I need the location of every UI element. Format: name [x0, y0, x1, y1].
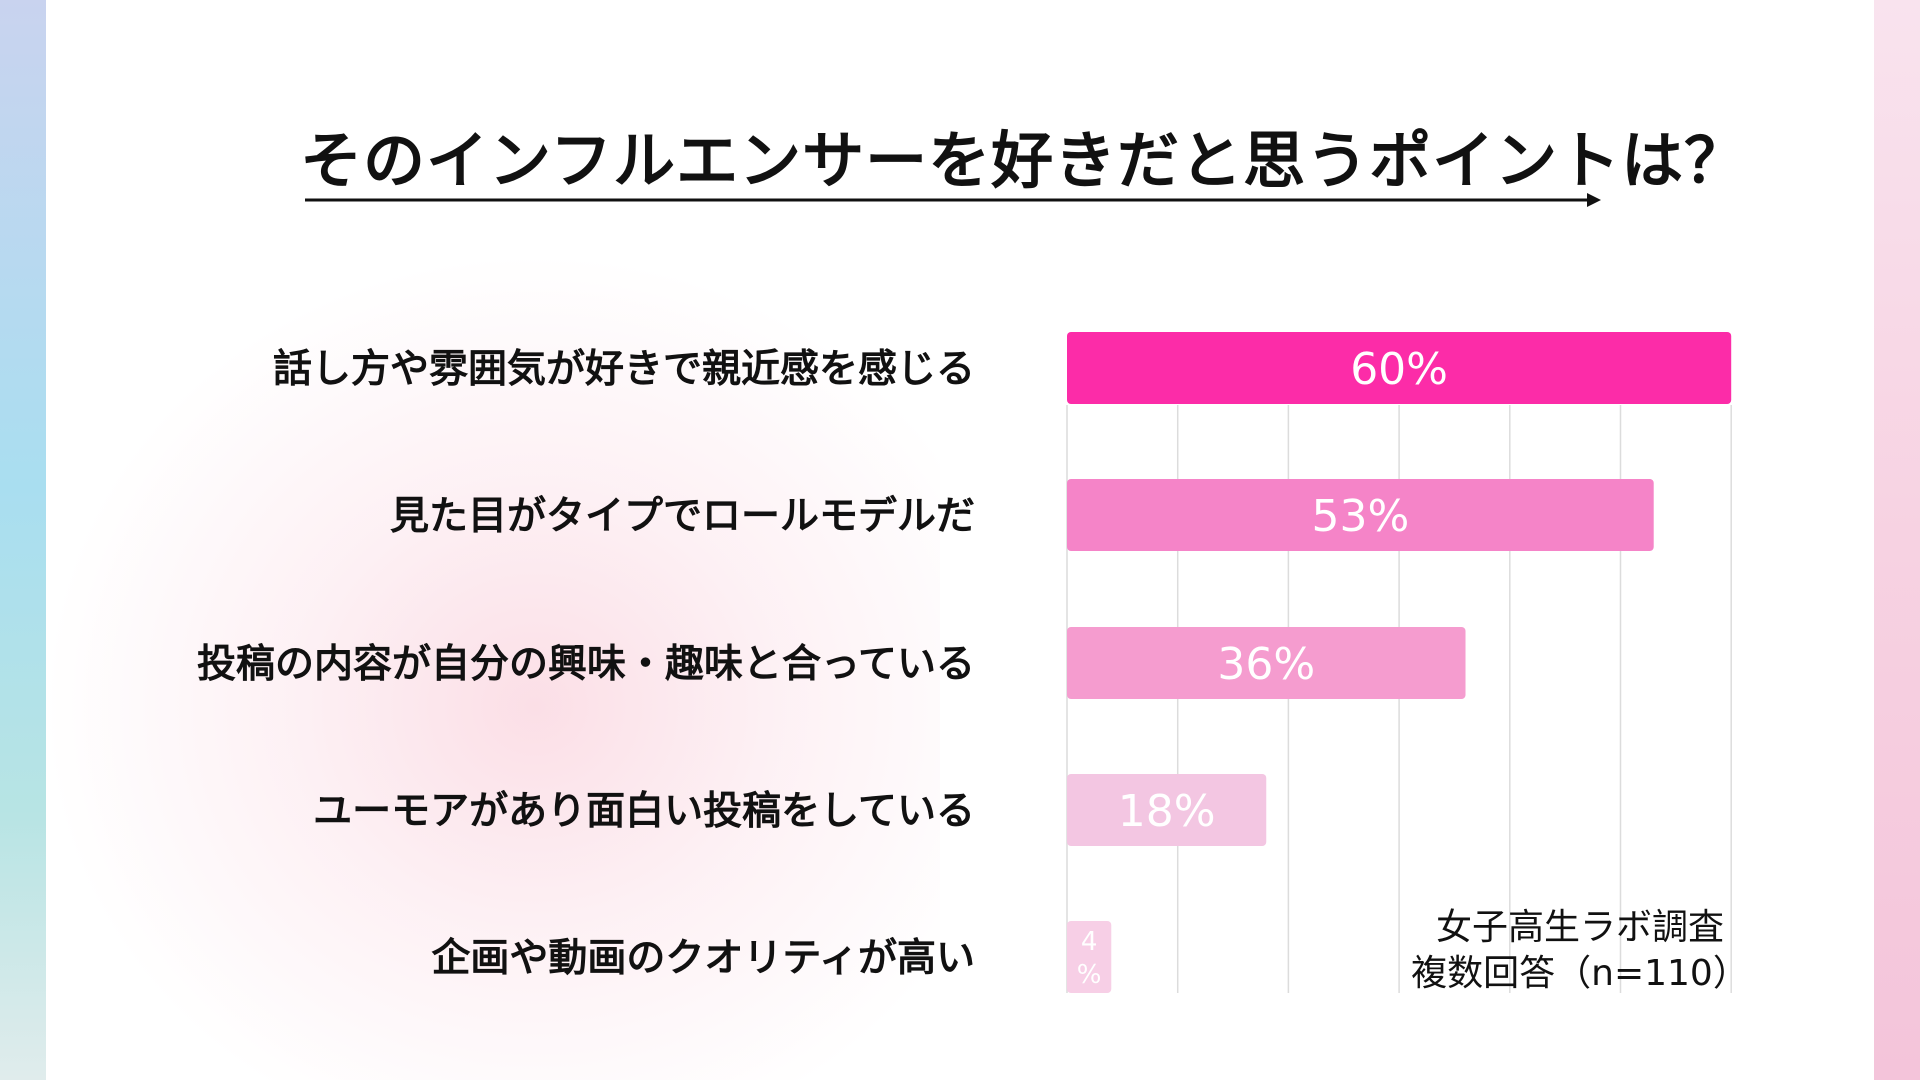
right-gradient-edge: [1874, 0, 1920, 1080]
source-line-1: 女子高生ラボ調査: [1435, 907, 1724, 948]
chart-title: そのインフルエンサーを好きだと思うポイントは？: [300, 124, 1748, 197]
background-glow: [40, 250, 940, 1080]
title-underline-arrow: [305, 193, 1601, 207]
data-label: 4%: [1077, 927, 1102, 990]
category-label: 投稿の内容が自分の興味・趣味と合っている: [197, 642, 975, 687]
data-label: 60%: [1350, 344, 1448, 395]
category-label: 見た目がタイプでロールモデルだ: [390, 494, 975, 539]
source-line-2: 複数回答（n=110）: [1411, 953, 1749, 994]
data-label: 36%: [1217, 639, 1315, 690]
bar: [1067, 627, 1466, 699]
bar: [1067, 921, 1112, 993]
bar: [1067, 332, 1732, 404]
data-label: 18%: [1118, 786, 1216, 837]
category-label: 企画や動画のクオリティが高い: [431, 936, 975, 981]
category-label: 話し方や雰囲気が好きで親近感を感じる: [273, 347, 975, 392]
source-note: 女子高生ラボ調査 複数回答（n=110）: [1370, 905, 1790, 997]
bar: [1067, 479, 1654, 551]
category-label: ユーモアがあり面白い投稿をしている: [313, 789, 975, 834]
data-label: 53%: [1311, 491, 1409, 542]
left-gradient-edge: [0, 0, 46, 1080]
bar: [1067, 774, 1267, 846]
